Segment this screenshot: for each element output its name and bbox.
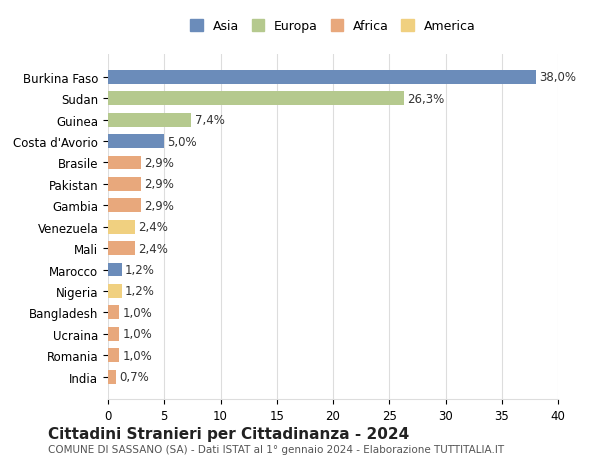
Text: 38,0%: 38,0%: [539, 71, 576, 84]
Bar: [108, 263, 121, 277]
Bar: [108, 178, 140, 191]
Text: 1,0%: 1,0%: [122, 349, 152, 362]
Text: 26,3%: 26,3%: [407, 93, 445, 106]
Text: 0,7%: 0,7%: [119, 370, 149, 383]
Legend: Asia, Europa, Africa, America: Asia, Europa, Africa, America: [187, 17, 479, 37]
Text: 2,9%: 2,9%: [144, 157, 174, 170]
Bar: [108, 327, 119, 341]
Text: COMUNE DI SASSANO (SA) - Dati ISTAT al 1° gennaio 2024 - Elaborazione TUTTITALIA: COMUNE DI SASSANO (SA) - Dati ISTAT al 1…: [48, 444, 504, 454]
Bar: [108, 306, 119, 319]
Bar: [108, 199, 140, 213]
Text: 1,0%: 1,0%: [122, 328, 152, 341]
Bar: [108, 284, 121, 298]
Text: Cittadini Stranieri per Cittadinanza - 2024: Cittadini Stranieri per Cittadinanza - 2…: [48, 425, 409, 441]
Bar: [108, 156, 140, 170]
Text: 7,4%: 7,4%: [194, 114, 224, 127]
Bar: [108, 241, 135, 256]
Bar: [108, 92, 404, 106]
Text: 2,9%: 2,9%: [144, 199, 174, 213]
Text: 5,0%: 5,0%: [167, 135, 197, 148]
Text: 1,2%: 1,2%: [125, 263, 155, 276]
Text: 1,2%: 1,2%: [125, 285, 155, 298]
Bar: [108, 135, 164, 149]
Bar: [108, 71, 536, 84]
Bar: [108, 370, 116, 384]
Bar: [108, 113, 191, 127]
Text: 2,4%: 2,4%: [139, 221, 168, 234]
Text: 2,9%: 2,9%: [144, 178, 174, 191]
Bar: [108, 348, 119, 362]
Bar: [108, 220, 135, 234]
Text: 1,0%: 1,0%: [122, 306, 152, 319]
Text: 2,4%: 2,4%: [139, 242, 168, 255]
